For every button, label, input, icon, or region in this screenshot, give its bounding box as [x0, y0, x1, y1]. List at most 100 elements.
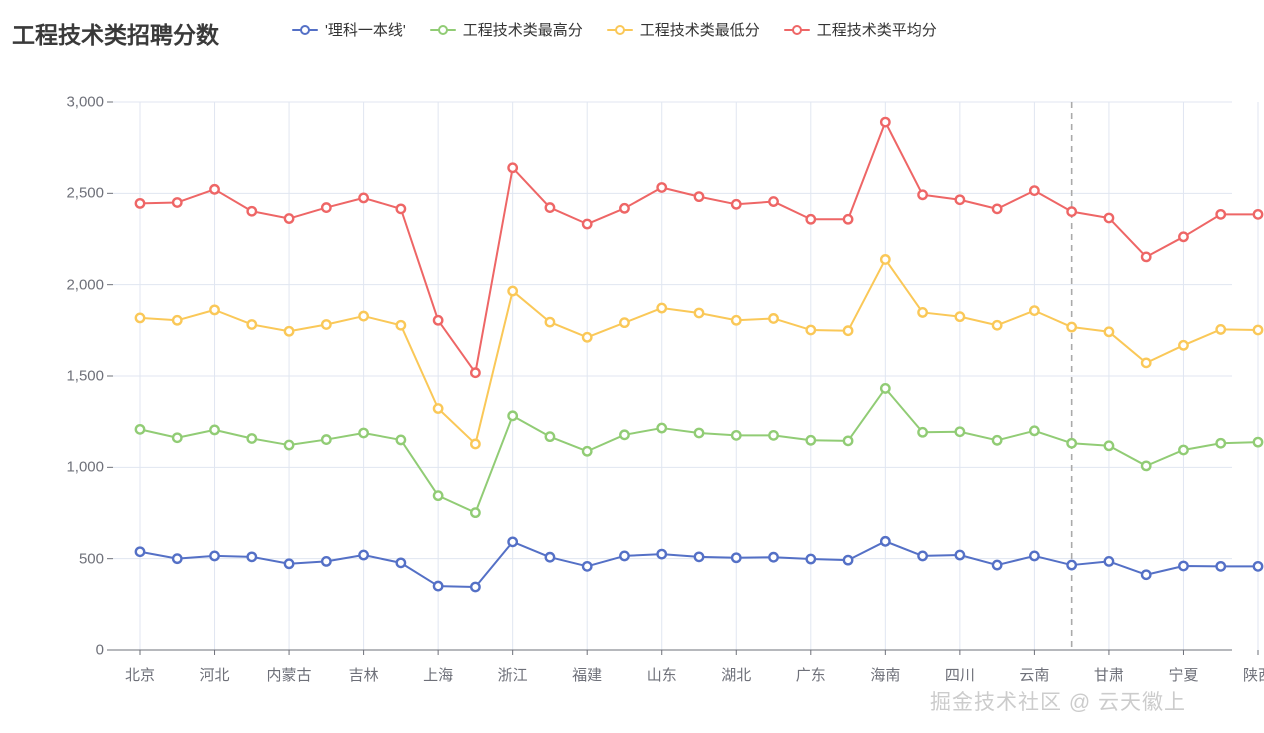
data-point-marker[interactable]	[432, 580, 444, 592]
data-point-marker[interactable]	[842, 554, 854, 566]
data-point-marker[interactable]	[1066, 206, 1078, 218]
data-point-marker[interactable]	[395, 557, 407, 569]
data-point-marker[interactable]	[246, 319, 258, 330]
data-point-marker[interactable]	[320, 202, 332, 213]
data-point-marker[interactable]	[134, 312, 146, 324]
data-point-marker[interactable]	[581, 218, 593, 230]
data-point-marker[interactable]	[954, 311, 966, 323]
data-point-marker[interactable]	[283, 439, 295, 451]
data-point-marker[interactable]	[283, 213, 295, 224]
data-point-marker[interactable]	[1252, 208, 1264, 220]
data-point-marker[interactable]	[842, 325, 854, 337]
data-point-marker[interactable]	[656, 302, 668, 314]
data-point-marker[interactable]	[1140, 251, 1152, 263]
data-point-marker[interactable]	[954, 194, 966, 206]
data-point-marker[interactable]	[507, 536, 519, 548]
data-point-marker[interactable]	[917, 307, 928, 318]
data-point-marker[interactable]	[954, 549, 966, 561]
data-point-marker[interactable]	[209, 183, 220, 195]
data-point-marker[interactable]	[209, 424, 220, 436]
data-point-marker[interactable]	[1178, 444, 1189, 456]
data-point-marker[interactable]	[954, 426, 966, 438]
data-point-marker[interactable]	[1140, 569, 1152, 581]
data-point-marker[interactable]	[619, 550, 630, 562]
data-point-marker[interactable]	[1103, 556, 1115, 567]
data-point-marker[interactable]	[209, 304, 220, 316]
data-point-marker[interactable]	[209, 550, 220, 562]
data-point-marker[interactable]	[507, 162, 519, 174]
data-point-marker[interactable]	[358, 427, 369, 439]
data-point-marker[interactable]	[1103, 326, 1115, 338]
data-point-marker[interactable]	[730, 198, 742, 210]
data-point-marker[interactable]	[395, 319, 407, 331]
data-point-marker[interactable]	[395, 434, 407, 446]
data-point-marker[interactable]	[1140, 460, 1152, 472]
data-point-marker[interactable]	[395, 203, 407, 215]
data-point-marker[interactable]	[283, 325, 295, 337]
data-point-marker[interactable]	[991, 559, 1003, 571]
data-point-marker[interactable]	[768, 551, 779, 563]
data-point-marker[interactable]	[1178, 560, 1189, 572]
data-point-marker[interactable]	[581, 445, 593, 457]
data-point-marker[interactable]	[1103, 440, 1115, 452]
data-point-marker[interactable]	[842, 435, 854, 447]
legend-item-3[interactable]: 工程技术类最低分	[606, 23, 760, 38]
data-point-marker[interactable]	[879, 116, 891, 128]
data-point-marker[interactable]	[544, 431, 556, 443]
data-point-marker[interactable]	[1066, 437, 1078, 449]
data-point-marker[interactable]	[768, 196, 779, 207]
data-point-marker[interactable]	[1215, 437, 1227, 449]
data-point-marker[interactable]	[842, 213, 854, 225]
data-point-marker[interactable]	[805, 213, 817, 225]
data-point-marker[interactable]	[134, 546, 146, 558]
data-point-marker[interactable]	[656, 548, 668, 560]
data-point-marker[interactable]	[1029, 425, 1040, 437]
data-point-marker[interactable]	[879, 383, 891, 394]
data-point-marker[interactable]	[432, 403, 444, 414]
data-point-marker[interactable]	[917, 189, 928, 201]
data-point-marker[interactable]	[1066, 321, 1078, 333]
data-point-marker[interactable]	[171, 432, 183, 444]
data-point-marker[interactable]	[544, 551, 556, 563]
data-point-marker[interactable]	[656, 182, 668, 193]
data-point-marker[interactable]	[1252, 560, 1264, 572]
data-point-marker[interactable]	[730, 429, 742, 441]
data-point-marker[interactable]	[432, 490, 444, 502]
data-point-marker[interactable]	[805, 434, 817, 446]
data-point-marker[interactable]	[358, 549, 369, 561]
data-point-marker[interactable]	[1252, 324, 1264, 336]
data-point-marker[interactable]	[1178, 339, 1189, 351]
data-point-marker[interactable]	[320, 556, 332, 567]
data-point-marker[interactable]	[991, 203, 1003, 215]
data-point-marker[interactable]	[507, 285, 519, 297]
data-point-marker[interactable]	[320, 434, 332, 445]
data-point-marker[interactable]	[1140, 357, 1152, 369]
data-point-marker[interactable]	[991, 434, 1003, 446]
data-point-marker[interactable]	[1215, 560, 1227, 572]
data-point-marker[interactable]	[171, 314, 183, 326]
data-point-marker[interactable]	[1215, 324, 1227, 335]
data-point-marker[interactable]	[619, 317, 630, 329]
data-point-marker[interactable]	[1029, 550, 1040, 562]
data-point-marker[interactable]	[1029, 185, 1040, 196]
legend-item-1[interactable]: '理科一本线'	[292, 23, 406, 38]
data-point-marker[interactable]	[805, 324, 817, 336]
data-point-marker[interactable]	[693, 191, 705, 203]
data-point-marker[interactable]	[879, 254, 891, 265]
data-point-marker[interactable]	[469, 507, 481, 519]
data-point-marker[interactable]	[544, 316, 556, 328]
data-point-marker[interactable]	[1103, 212, 1115, 224]
data-point-marker[interactable]	[507, 410, 519, 422]
data-point-marker[interactable]	[991, 319, 1003, 331]
data-point-marker[interactable]	[246, 433, 258, 444]
data-point-marker[interactable]	[246, 205, 258, 217]
data-point-marker[interactable]	[1178, 231, 1189, 243]
data-point-marker[interactable]	[917, 550, 928, 562]
data-point-marker[interactable]	[469, 367, 481, 379]
data-point-marker[interactable]	[693, 427, 705, 439]
data-point-marker[interactable]	[544, 202, 556, 213]
data-point-marker[interactable]	[320, 319, 332, 330]
data-point-marker[interactable]	[1029, 305, 1040, 317]
data-point-marker[interactable]	[619, 202, 630, 214]
data-point-marker[interactable]	[879, 535, 891, 547]
